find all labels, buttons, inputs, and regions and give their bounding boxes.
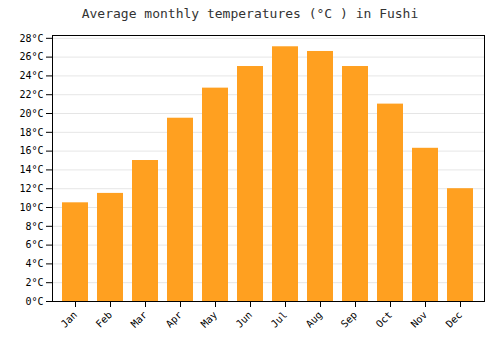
svg-text:Jun: Jun	[234, 309, 255, 330]
svg-text:16°C: 16°C	[19, 145, 43, 156]
svg-text:0°C: 0°C	[25, 296, 43, 307]
svg-text:28°C: 28°C	[19, 33, 43, 44]
svg-text:22°C: 22°C	[19, 89, 43, 100]
svg-text:26°C: 26°C	[19, 51, 43, 62]
svg-text:6°C: 6°C	[25, 239, 43, 250]
html-text:Average monthly temperatures (: Average monthly temperatures (°C ) in Fu…	[81, 6, 419, 21]
svg-text:Jan: Jan	[59, 309, 80, 330]
svg-text:Mar: Mar	[129, 309, 150, 330]
svg-text:Dec: Dec	[444, 309, 465, 330]
svg-text:14°C: 14°C	[19, 164, 43, 175]
svg-text:Jul: Jul	[269, 309, 290, 330]
svg-text:Apr: Apr	[164, 309, 185, 330]
svg-text:2°C: 2°C	[25, 277, 43, 288]
svg-text:May: May	[199, 309, 220, 330]
svg-text:18°C: 18°C	[19, 127, 43, 138]
svg-text:Aug: Aug	[304, 309, 325, 330]
svg-text:10°C: 10°C	[19, 202, 43, 213]
svg-text:Sep: Sep	[339, 309, 360, 330]
svg-text:24°C: 24°C	[19, 70, 43, 81]
svg-text:20°C: 20°C	[19, 108, 43, 119]
svg-text:8°C: 8°C	[25, 221, 43, 232]
svg-text:Nov: Nov	[409, 309, 430, 330]
svg-text:Feb: Feb	[94, 309, 115, 330]
svg-text:4°C: 4°C	[25, 258, 43, 269]
svg-text:12°C: 12°C	[19, 183, 43, 194]
svg-text:Oct: Oct	[374, 309, 395, 330]
